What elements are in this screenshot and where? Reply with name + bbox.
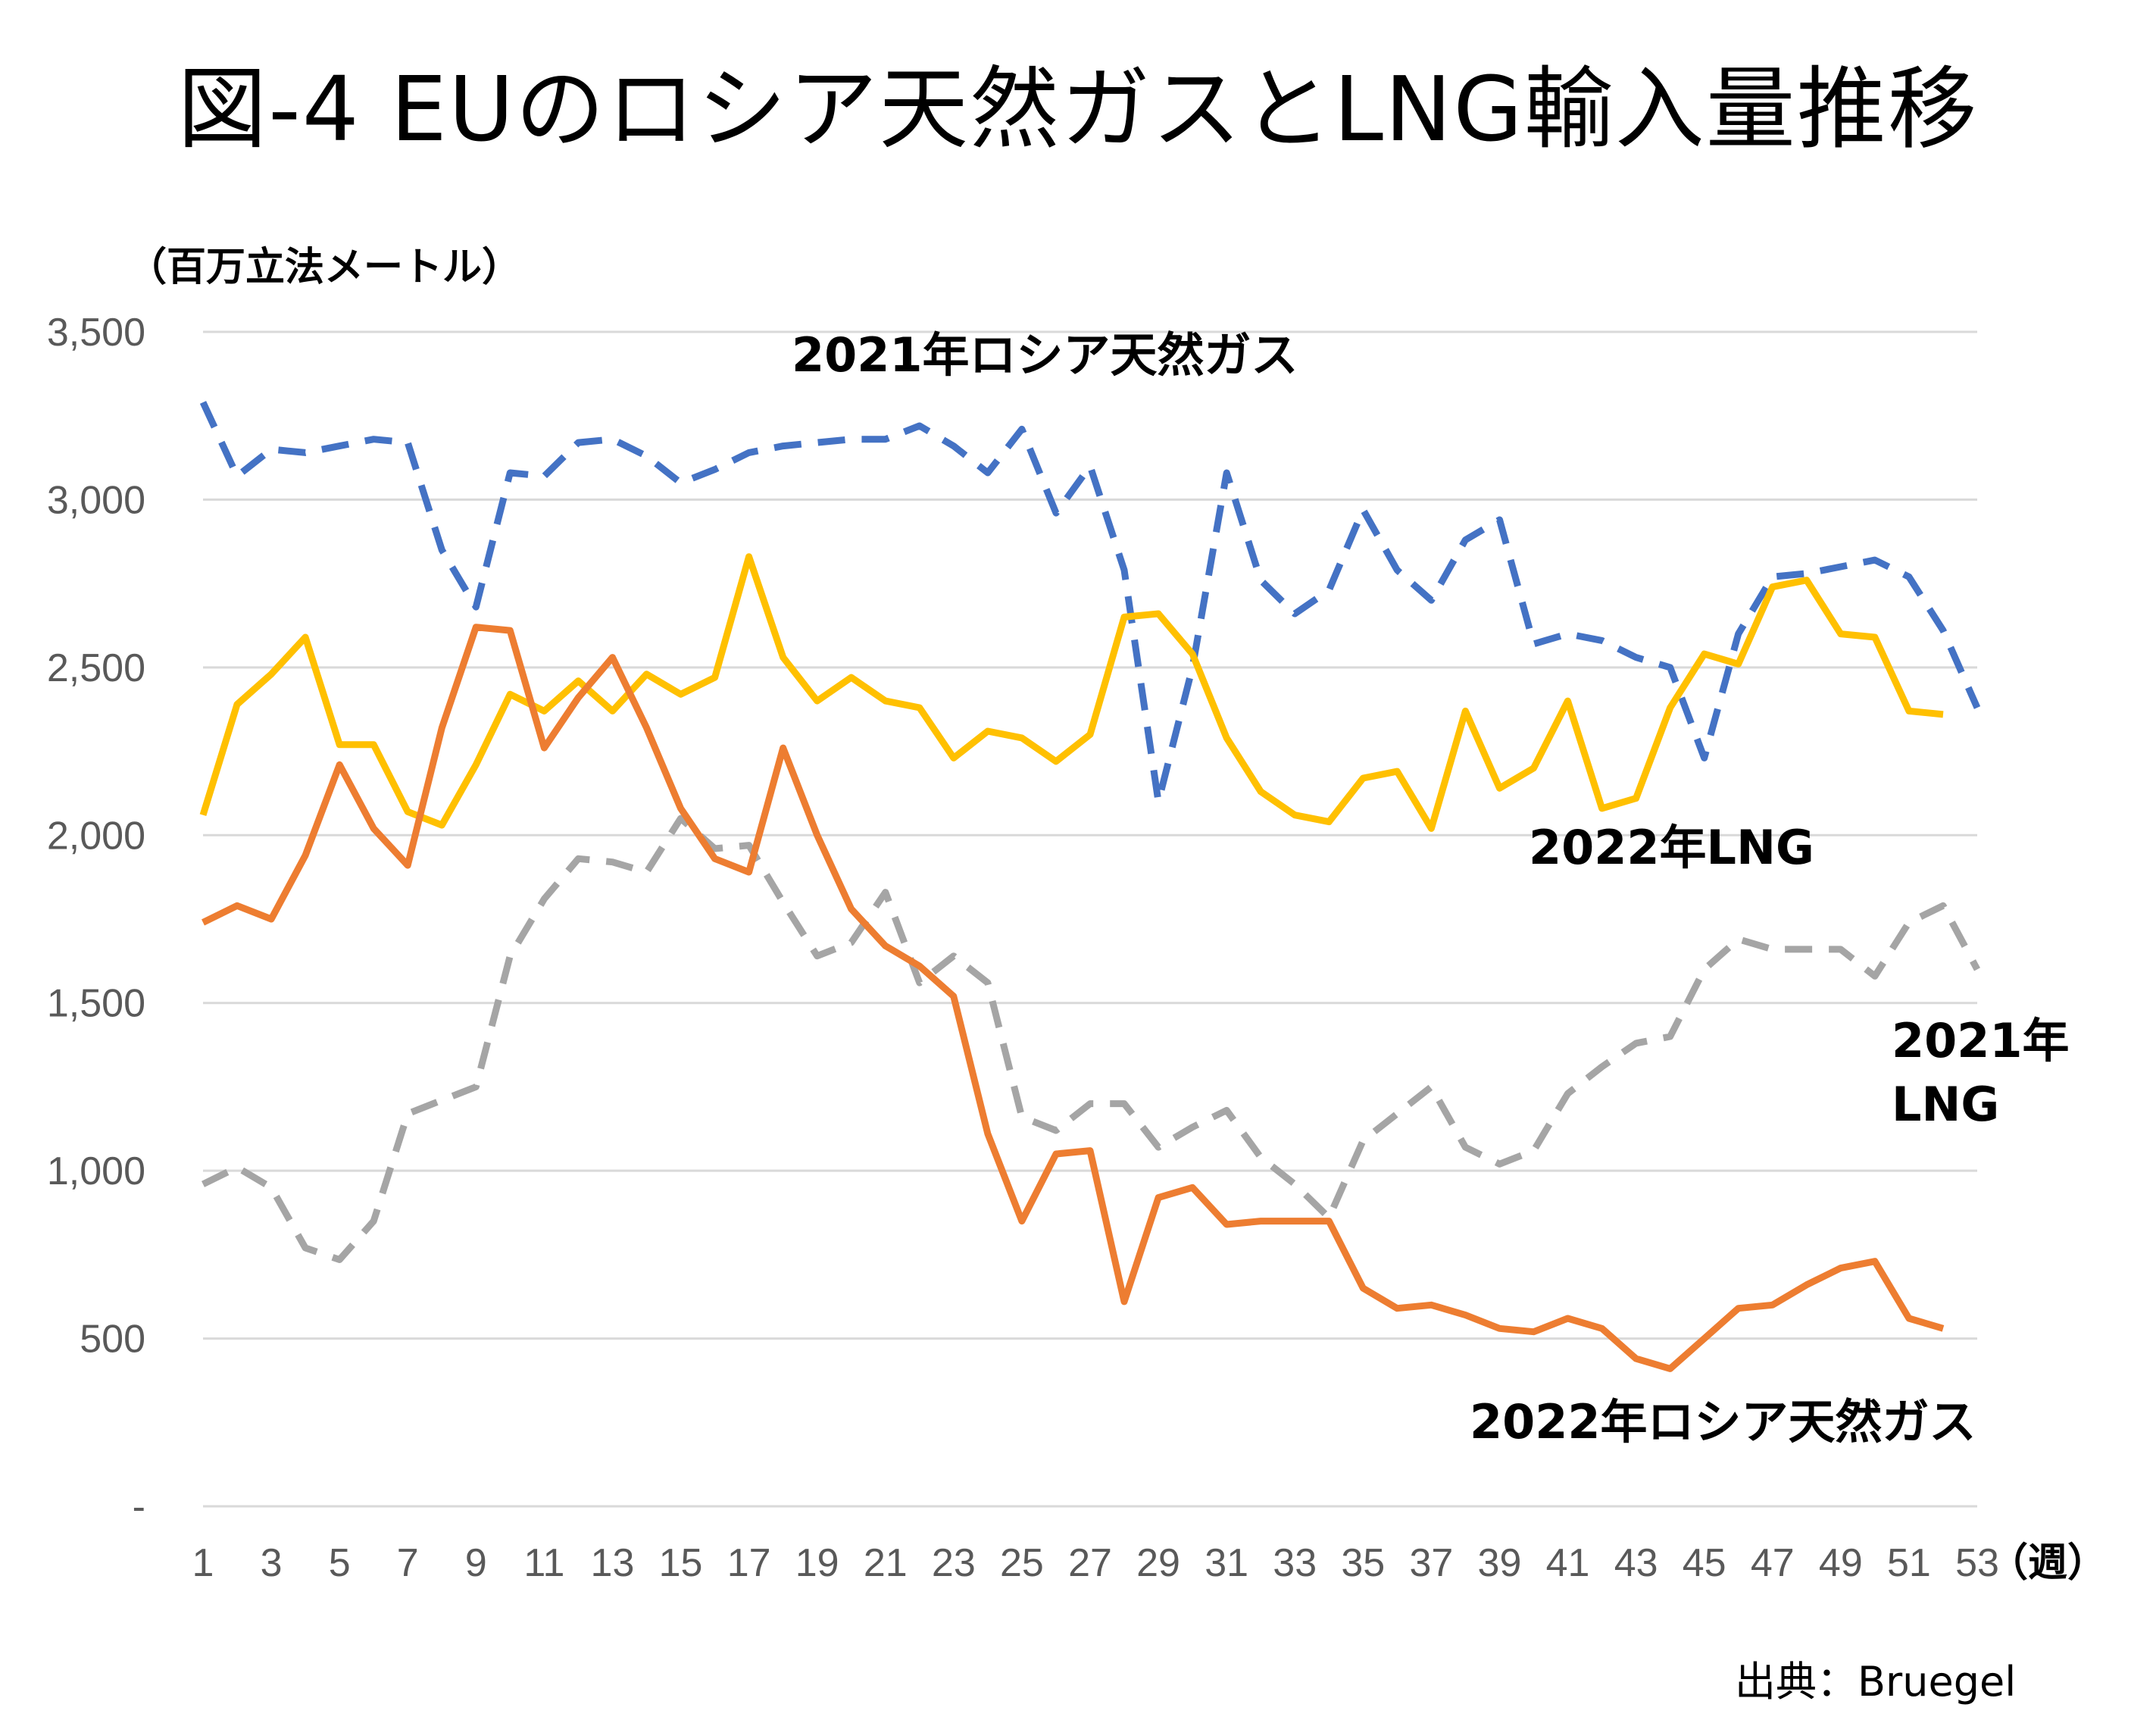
x-tick-label: 49 [1819, 1541, 1863, 1585]
x-tick-label: 51 [1887, 1541, 1931, 1585]
y-axis-ticks: - 500 1,000 1,500 2,000 2,500 3,000 3,500 [47, 311, 145, 1529]
x-tick-label: 17 [727, 1541, 771, 1585]
series-label-2022-russian-gas: 2022年ロシア天然ガス [1470, 1394, 1976, 1449]
x-tick-label: 13 [591, 1541, 635, 1585]
x-tick-label: 37 [1409, 1541, 1453, 1585]
y-tick-label: 1,500 [47, 982, 145, 1026]
x-tick-label: 3 [261, 1541, 283, 1585]
x-tick-label: 9 [465, 1541, 487, 1585]
x-tick-label: 31 [1205, 1541, 1248, 1585]
x-tick-label: 1 [192, 1541, 214, 1585]
x-tick-label: 35 [1341, 1541, 1385, 1585]
series-label-2021-lng-line1: 2021年 [1892, 1013, 2070, 1068]
x-tick-label: 19 [795, 1541, 839, 1585]
x-tick-label: 39 [1478, 1541, 1522, 1585]
y-tick-label: - [133, 1485, 145, 1529]
x-tick-label: 15 [659, 1541, 703, 1585]
y-tick-label: 3,500 [47, 311, 145, 355]
source-note: 出典：Bruegel [1735, 1658, 2016, 1706]
x-tick-label: 5 [329, 1541, 351, 1585]
series-label-2021-russian-gas: 2021年ロシア天然ガス [792, 327, 1298, 383]
series-line-2021-russian-gas [199, 401, 1981, 805]
y-tick-label: 1,000 [47, 1149, 145, 1193]
x-tick-label: 41 [1546, 1541, 1590, 1585]
y-tick-label: 500 [80, 1318, 145, 1362]
y-tick-label: 3,000 [47, 478, 145, 522]
series-label-2021-lng-line2: LNG [1892, 1077, 1999, 1132]
x-tick-label: 33 [1273, 1541, 1317, 1585]
x-tick-label: 45 [1683, 1541, 1726, 1585]
x-tick-label: 29 [1136, 1541, 1180, 1585]
x-tick-label: 47 [1751, 1541, 1795, 1585]
chart-title: 図-4 EUのロシア天然ガスとLNG輸入量推移 [177, 57, 1979, 161]
x-tick-label: 7 [397, 1541, 419, 1585]
series-label-2022-lng: 2022年LNG [1529, 820, 1814, 875]
x-axis-unit-label: （週） [1989, 1540, 2107, 1586]
series-line-2022-lng [199, 553, 1944, 832]
y-tick-label: 2,500 [47, 646, 145, 690]
x-axis-ticks: 1 3 5 7 9 11 13 15 17 19 21 23 25 27 29 31 33 35 37 39 41 43 4… [192, 1541, 1999, 1585]
x-tick-label: 27 [1068, 1541, 1112, 1585]
x-tick-label: 23 [932, 1541, 976, 1585]
x-tick-label: 21 [864, 1541, 908, 1585]
x-tick-label: 43 [1614, 1541, 1658, 1585]
series-line-2021-lng [202, 815, 1980, 1263]
series-line-2022-russian-gas [202, 624, 1945, 1372]
series-label-2021-lng: 2021年 LNG [1892, 1013, 2086, 1132]
y-axis-unit-label: （百万立法メートル） [127, 245, 521, 290]
x-tick-label: 53 [1955, 1541, 1999, 1585]
series-lines [199, 401, 1981, 1372]
x-tick-label: 11 [523, 1541, 564, 1585]
x-tick-label: 25 [1000, 1541, 1044, 1585]
y-tick-label: 2,000 [47, 814, 145, 858]
